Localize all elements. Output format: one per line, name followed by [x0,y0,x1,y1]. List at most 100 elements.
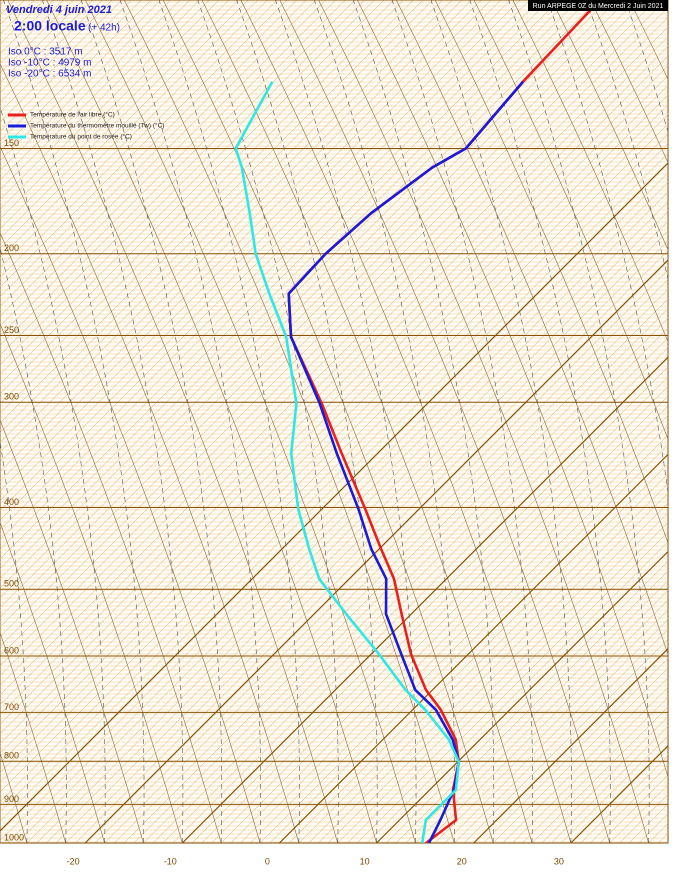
isotherm-minor [0,0,171,171]
isotherm-minor [667,842,668,843]
isotherm-minor [0,7,668,676]
moist-adiabat [663,0,668,13]
isotherm-minor [0,0,501,502]
moist-adiabat [586,0,668,281]
isotherm-minor [0,0,220,220]
isotherm-minor [250,424,668,843]
isotherm-minor [0,0,288,288]
isotherm-minor [366,541,668,843]
isotherm-minor [133,308,668,843]
isotherm-minor [405,580,668,843]
legend: Température de l'air libre (°C) Températu… [8,111,164,141]
adiabat [7,0,339,843]
isotherm-minor [0,0,191,191]
moist-adiabat [158,0,300,843]
isotherm [473,647,668,843]
adiabat [0,63,300,843]
forecast-label: (+ 42h) [88,23,120,34]
isotherm-minor [0,0,540,540]
isotherm-minor [75,250,668,843]
isotherm [279,453,668,843]
isotherm-minor [0,152,668,822]
isotherm-minor [0,0,229,230]
moist-adiabat [430,0,572,843]
adiabat [551,0,668,251]
adiabat [0,232,222,843]
isotherm-minor [220,395,668,843]
adiabat [0,322,183,843]
isotherm-minor [522,696,668,843]
isotherm-minor [444,619,668,843]
isotherm-minor [318,492,668,843]
adiabat [124,0,455,843]
isotherm-minor [0,0,414,414]
isotherm-minor [0,104,668,774]
isotherm-minor [0,0,531,531]
isotherm-minor [0,143,668,812]
isotherm-minor [298,473,668,843]
isotherm-minor [0,133,668,803]
isotherm-minor [0,0,424,424]
isotherm-minor [104,279,668,843]
isotherm-minor [201,376,668,843]
run-label: Run ARPEGE 0Z du Mercredi 2 Juin 2021 [533,3,664,10]
isotherm-minor [0,0,569,570]
adiabat [162,0,494,843]
moist-adiabat [80,0,223,843]
y-tick-label: 900 [4,794,19,804]
isotherm-minor [0,26,668,696]
isotherm-minor [0,0,385,385]
isotherm-minor [0,46,668,715]
isotherm-minor [7,182,668,843]
isotherm-minor [0,0,463,463]
isotherm-minor [0,0,453,453]
isotherm-minor [395,570,668,843]
isotherm-minor [434,609,668,843]
y-tick-label: 1000 [4,832,24,842]
legend-label: Température de l'air libre (°C) [30,111,115,119]
isotherm-minor [162,337,668,843]
isotherm-minor [36,211,668,843]
adiabat [434,0,668,544]
isotherm-minor [483,658,668,843]
isotherm-minor [0,114,668,783]
moist-adiabat [0,440,28,843]
isotherm-minor [0,0,521,521]
x-tick-label: -10 [164,856,177,866]
y-tick-label: 200 [4,243,19,253]
legend-label: Température du point de rosée (°C) [30,133,132,141]
isotherm-minor [0,0,297,298]
moist-adiabat [0,246,67,843]
isotherm-minor [327,502,668,843]
moist-adiabat [314,0,456,843]
isotherm-minor [0,0,356,356]
isotherm-minor [0,0,200,200]
isotherm [84,259,668,843]
isotherm-minor [0,0,599,599]
chart-title: Vendredi 4 juin 2021 [6,4,112,16]
moist-adiabat [236,0,378,843]
isotherm-minor [687,0,700,843]
adiabat [240,0,572,843]
isotherm-minor [152,327,668,843]
isotherm-minor [0,123,668,793]
isotherm-minor [0,0,472,472]
isotherm [0,162,668,832]
adiabat [590,0,668,164]
moist-adiabat [42,0,184,843]
isotherm [376,550,668,843]
isotherm-minor [0,0,259,259]
moist-adiabat [469,0,611,843]
isotherm-minor [0,0,278,278]
adiabat [357,0,668,779]
isotherm-minor [0,0,268,268]
isotherm-minor [94,269,668,843]
isotherm-minor [0,0,210,210]
isotherm-minor [0,0,327,327]
isotherm-minor [356,531,668,843]
isotherm-minor [0,0,628,628]
y-tick-label: 500 [4,579,19,589]
profile-line [234,81,461,843]
isotherm-minor [502,677,668,843]
